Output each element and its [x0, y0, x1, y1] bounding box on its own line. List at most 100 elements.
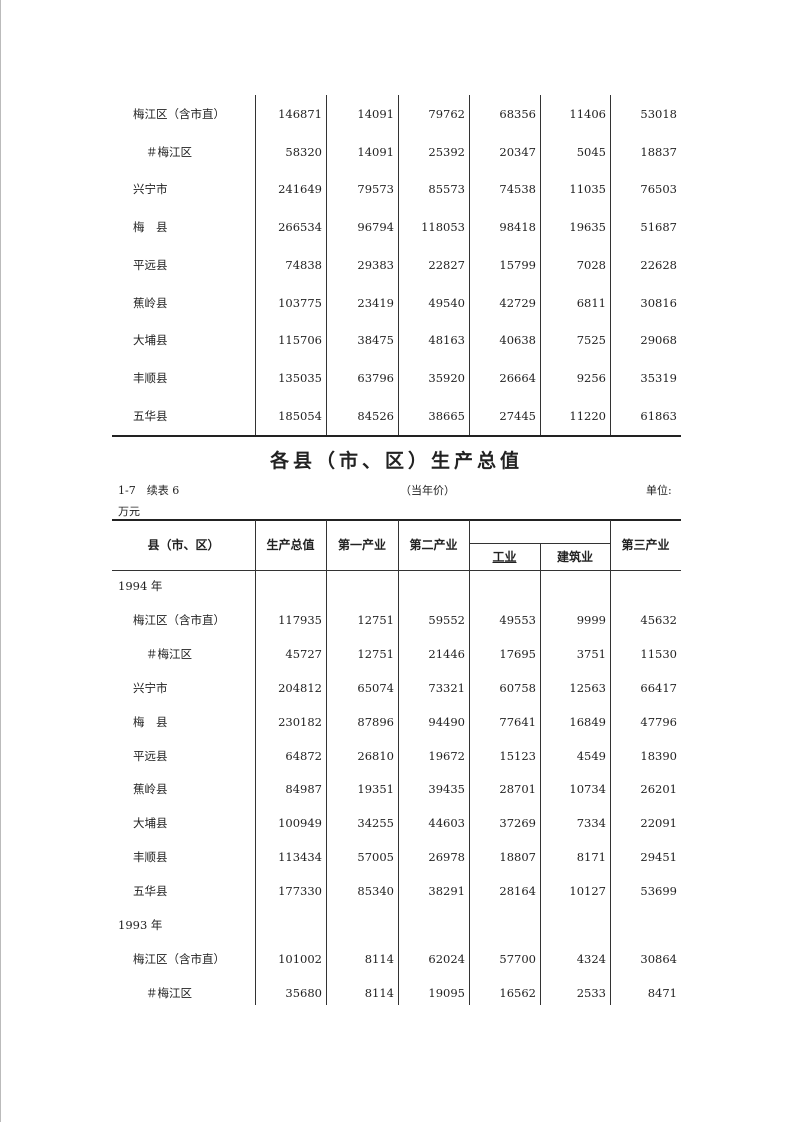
table-row: 大埔县 115706 38475 48163 40638 7525 29068 [0, 333, 793, 347]
cell-value: 26810 [357, 748, 394, 763]
cell-value: 115706 [278, 333, 322, 348]
cell-value: 18390 [640, 748, 677, 763]
cell-value: 22091 [640, 816, 677, 831]
cell-value: 16849 [569, 714, 606, 729]
cell-value: 11035 [569, 182, 606, 197]
row-label: 1994 年 [118, 579, 163, 593]
cell-value: 66417 [640, 680, 677, 695]
cell-value: 49540 [428, 295, 465, 310]
cell-value: 40638 [499, 333, 536, 348]
cell-value: 25392 [428, 144, 465, 159]
cell-value: 53018 [640, 107, 677, 121]
cell-value: 38291 [428, 884, 465, 899]
cell-value: 65074 [357, 680, 394, 695]
row-label: ＃梅江区 [146, 646, 192, 661]
column-divider [398, 95, 399, 436]
table-row: 五华县 185054 84526 38665 27445 11220 61863 [0, 409, 793, 423]
cell-value: 38475 [357, 333, 394, 348]
cell-value: 16562 [499, 985, 536, 1000]
header-bottom-rule [112, 570, 681, 571]
cell-value: 9256 [576, 370, 606, 385]
row-label: 大埔县 [133, 333, 168, 348]
cell-value: 85340 [357, 884, 394, 899]
cell-value: 45632 [640, 612, 677, 627]
header-construction: 建筑业 [556, 550, 593, 564]
cell-value: 19635 [569, 220, 606, 235]
cell-value: 101002 [278, 951, 322, 966]
cell-value: 8114 [364, 985, 394, 1000]
cell-value: 12563 [569, 680, 606, 695]
table-row: 梅 县 230182 87896 94490 77641 16849 47796 [0, 715, 793, 729]
column-divider [469, 520, 470, 1005]
cell-value: 79573 [357, 182, 394, 197]
row-label: 平远县 [133, 257, 168, 272]
cell-value: 29068 [640, 333, 677, 348]
table-row: ＃梅江区 35680 8114 19095 16562 2533 8471 [0, 986, 793, 1000]
cell-value: 18807 [499, 850, 536, 865]
cell-value: 19351 [357, 782, 394, 797]
cell-value: 3751 [576, 646, 606, 661]
table-row: 丰顺县 135035 63796 35920 26664 9256 35319 [0, 371, 793, 385]
cell-value: 7525 [576, 333, 606, 348]
cell-value: 64872 [285, 748, 322, 763]
cell-value: 19095 [428, 985, 465, 1000]
row-label: 五华县 [133, 408, 168, 423]
cell-value: 5045 [576, 144, 606, 159]
row-label: 大埔县 [133, 816, 168, 831]
table-row: 蕉岭县 84987 19351 39435 28701 10734 26201 [0, 782, 793, 796]
cell-value: 39435 [428, 782, 465, 797]
row-label: 梅江区（含市直） [133, 107, 225, 121]
table-row: ＃梅江区 45727 12751 21446 17695 3751 11530 [0, 647, 793, 661]
cell-value: 45727 [285, 646, 322, 661]
header-secondary: 第二产业 [409, 538, 458, 552]
column-divider [540, 543, 541, 1005]
table-row: 梅江区（含市直） 146871 14091 79762 68356 11406 53018 [0, 107, 793, 121]
column-divider [326, 95, 327, 436]
table-row: 蕉岭县 103775 23419 49540 42729 6811 30816 [0, 296, 793, 310]
table-row: 梅江区（含市直） 117935 12751 59552 49553 9999 45632 [0, 613, 793, 627]
cell-value: 100949 [278, 816, 322, 831]
table-row: 大埔县 100949 34255 44603 37269 7334 22091 [0, 816, 793, 830]
cell-value: 58320 [285, 144, 322, 159]
row-label: 兴宁市 [133, 680, 168, 695]
cell-value: 103775 [278, 295, 322, 310]
price-basis: （当年价） [400, 484, 455, 497]
cell-value: 30816 [640, 295, 677, 310]
cell-value: 44603 [428, 816, 465, 831]
table-title: 各县（市、区）生产总值 [269, 450, 523, 472]
cell-value: 59552 [428, 612, 465, 627]
table-row: 兴宁市 204812 65074 73321 60758 12563 66417 [0, 681, 793, 695]
row-label: 丰顺县 [133, 850, 168, 865]
cell-value: 27445 [499, 408, 536, 423]
cell-value: 53699 [640, 884, 677, 899]
cell-value: 15123 [499, 748, 536, 763]
cell-value: 51687 [640, 220, 677, 235]
table-row: 平远县 64872 26810 19672 15123 4549 18390 [0, 749, 793, 763]
cell-value: 146871 [278, 107, 322, 121]
cell-value: 17695 [499, 646, 536, 661]
cell-value: 19672 [428, 748, 465, 763]
cell-value: 62024 [428, 951, 465, 966]
cell-value: 22628 [640, 257, 677, 272]
cell-value: 47796 [640, 714, 677, 729]
row-label: 平远县 [133, 748, 168, 763]
row-label: 梅 县 [133, 220, 168, 235]
cell-value: 28164 [499, 884, 536, 899]
cell-value: 8171 [576, 850, 606, 865]
cell-value: 4324 [576, 951, 606, 966]
cell-value: 266534 [278, 220, 322, 235]
cell-value: 35680 [285, 985, 322, 1000]
secondary-subheader-rule [469, 543, 610, 544]
cell-value: 30864 [640, 951, 677, 966]
cell-value: 28701 [499, 782, 536, 797]
cell-value: 177330 [278, 884, 322, 899]
cell-value: 34255 [357, 816, 394, 831]
cell-value: 10734 [569, 782, 606, 797]
table-row: 兴宁市 241649 79573 85573 74538 11035 76503 [0, 182, 793, 196]
cell-value: 118053 [421, 220, 465, 235]
cell-value: 48163 [428, 333, 465, 348]
cell-value: 8114 [364, 951, 394, 966]
row-label: 1993 年 [118, 918, 163, 932]
table-top-rule [112, 519, 681, 521]
table-row: 梅江区（含市直） 101002 8114 62024 57700 4324 30864 [0, 952, 793, 966]
